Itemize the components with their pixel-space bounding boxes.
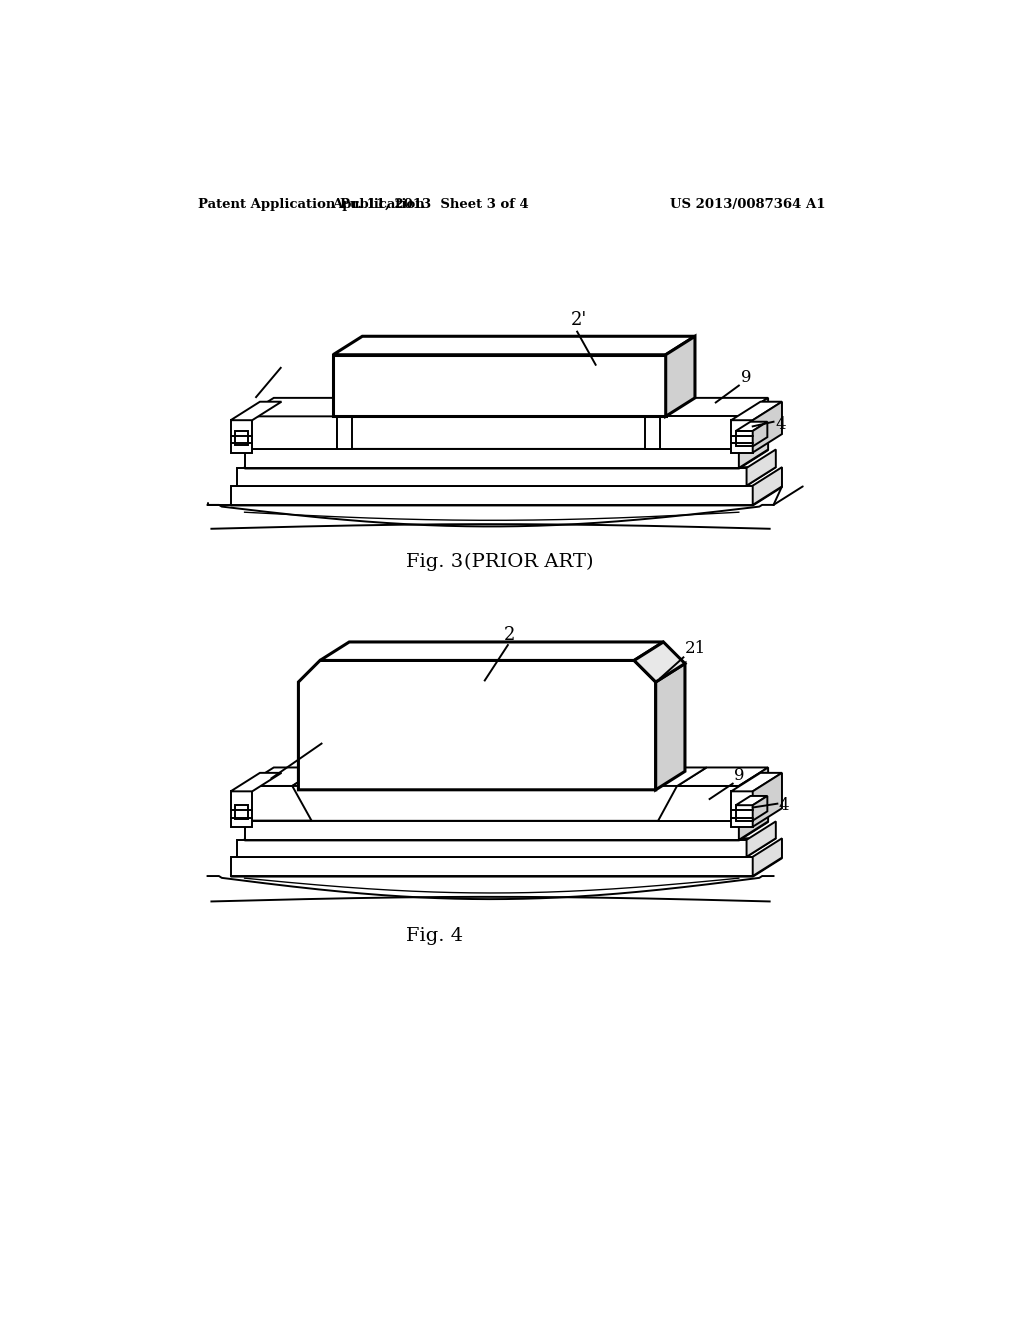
Polygon shape xyxy=(753,422,767,446)
Polygon shape xyxy=(731,792,753,826)
Text: Patent Application Publication: Patent Application Publication xyxy=(199,198,425,211)
Polygon shape xyxy=(731,420,753,453)
Polygon shape xyxy=(666,337,695,416)
Text: Apr. 11, 2013  Sheet 3 of 4: Apr. 11, 2013 Sheet 3 of 4 xyxy=(333,198,529,211)
Polygon shape xyxy=(660,416,739,449)
Polygon shape xyxy=(739,803,768,840)
Polygon shape xyxy=(746,821,776,857)
Polygon shape xyxy=(230,857,753,876)
Polygon shape xyxy=(655,664,685,789)
Polygon shape xyxy=(237,469,746,486)
Polygon shape xyxy=(739,397,768,449)
Text: Fig. 4: Fig. 4 xyxy=(407,927,463,945)
Polygon shape xyxy=(230,401,282,420)
Polygon shape xyxy=(234,430,248,445)
Polygon shape xyxy=(234,805,248,818)
Polygon shape xyxy=(658,785,739,821)
Polygon shape xyxy=(230,774,282,792)
Polygon shape xyxy=(739,430,768,469)
Polygon shape xyxy=(230,420,252,453)
Polygon shape xyxy=(230,486,753,506)
Text: 2: 2 xyxy=(504,626,515,644)
Polygon shape xyxy=(753,467,782,506)
Polygon shape xyxy=(746,449,776,486)
Text: (PRIOR ART): (PRIOR ART) xyxy=(464,553,594,570)
Polygon shape xyxy=(677,767,768,785)
Polygon shape xyxy=(753,796,767,821)
Polygon shape xyxy=(736,805,753,821)
Polygon shape xyxy=(230,858,782,876)
Text: 2': 2' xyxy=(570,312,587,330)
Text: Fig. 3: Fig. 3 xyxy=(407,553,464,570)
Text: 9: 9 xyxy=(741,368,752,385)
Polygon shape xyxy=(245,821,768,840)
Polygon shape xyxy=(333,337,695,355)
Polygon shape xyxy=(245,767,322,785)
Polygon shape xyxy=(292,767,707,785)
Polygon shape xyxy=(753,401,782,453)
Polygon shape xyxy=(237,467,776,486)
Polygon shape xyxy=(333,355,666,416)
Polygon shape xyxy=(245,416,337,449)
Text: 21: 21 xyxy=(685,640,707,656)
Polygon shape xyxy=(753,774,782,826)
Polygon shape xyxy=(245,449,739,469)
Text: 9: 9 xyxy=(734,767,744,784)
Polygon shape xyxy=(237,840,746,857)
Polygon shape xyxy=(245,785,311,821)
Polygon shape xyxy=(736,796,767,805)
Polygon shape xyxy=(245,449,768,469)
Text: 4: 4 xyxy=(779,797,790,813)
Polygon shape xyxy=(736,422,767,430)
Polygon shape xyxy=(237,838,776,857)
Text: US 2013/0087364 A1: US 2013/0087364 A1 xyxy=(670,198,825,211)
Polygon shape xyxy=(739,767,768,821)
Polygon shape xyxy=(230,792,252,826)
Polygon shape xyxy=(245,397,367,416)
Polygon shape xyxy=(660,416,739,449)
Polygon shape xyxy=(230,487,782,506)
Text: 4: 4 xyxy=(775,416,785,433)
Polygon shape xyxy=(731,401,782,420)
Polygon shape xyxy=(753,838,782,876)
Polygon shape xyxy=(337,416,352,449)
Polygon shape xyxy=(645,416,660,449)
Polygon shape xyxy=(245,821,739,840)
Polygon shape xyxy=(634,642,685,682)
Polygon shape xyxy=(298,660,655,789)
Polygon shape xyxy=(660,397,768,416)
Polygon shape xyxy=(731,774,782,792)
Polygon shape xyxy=(736,430,753,446)
Polygon shape xyxy=(319,642,664,660)
